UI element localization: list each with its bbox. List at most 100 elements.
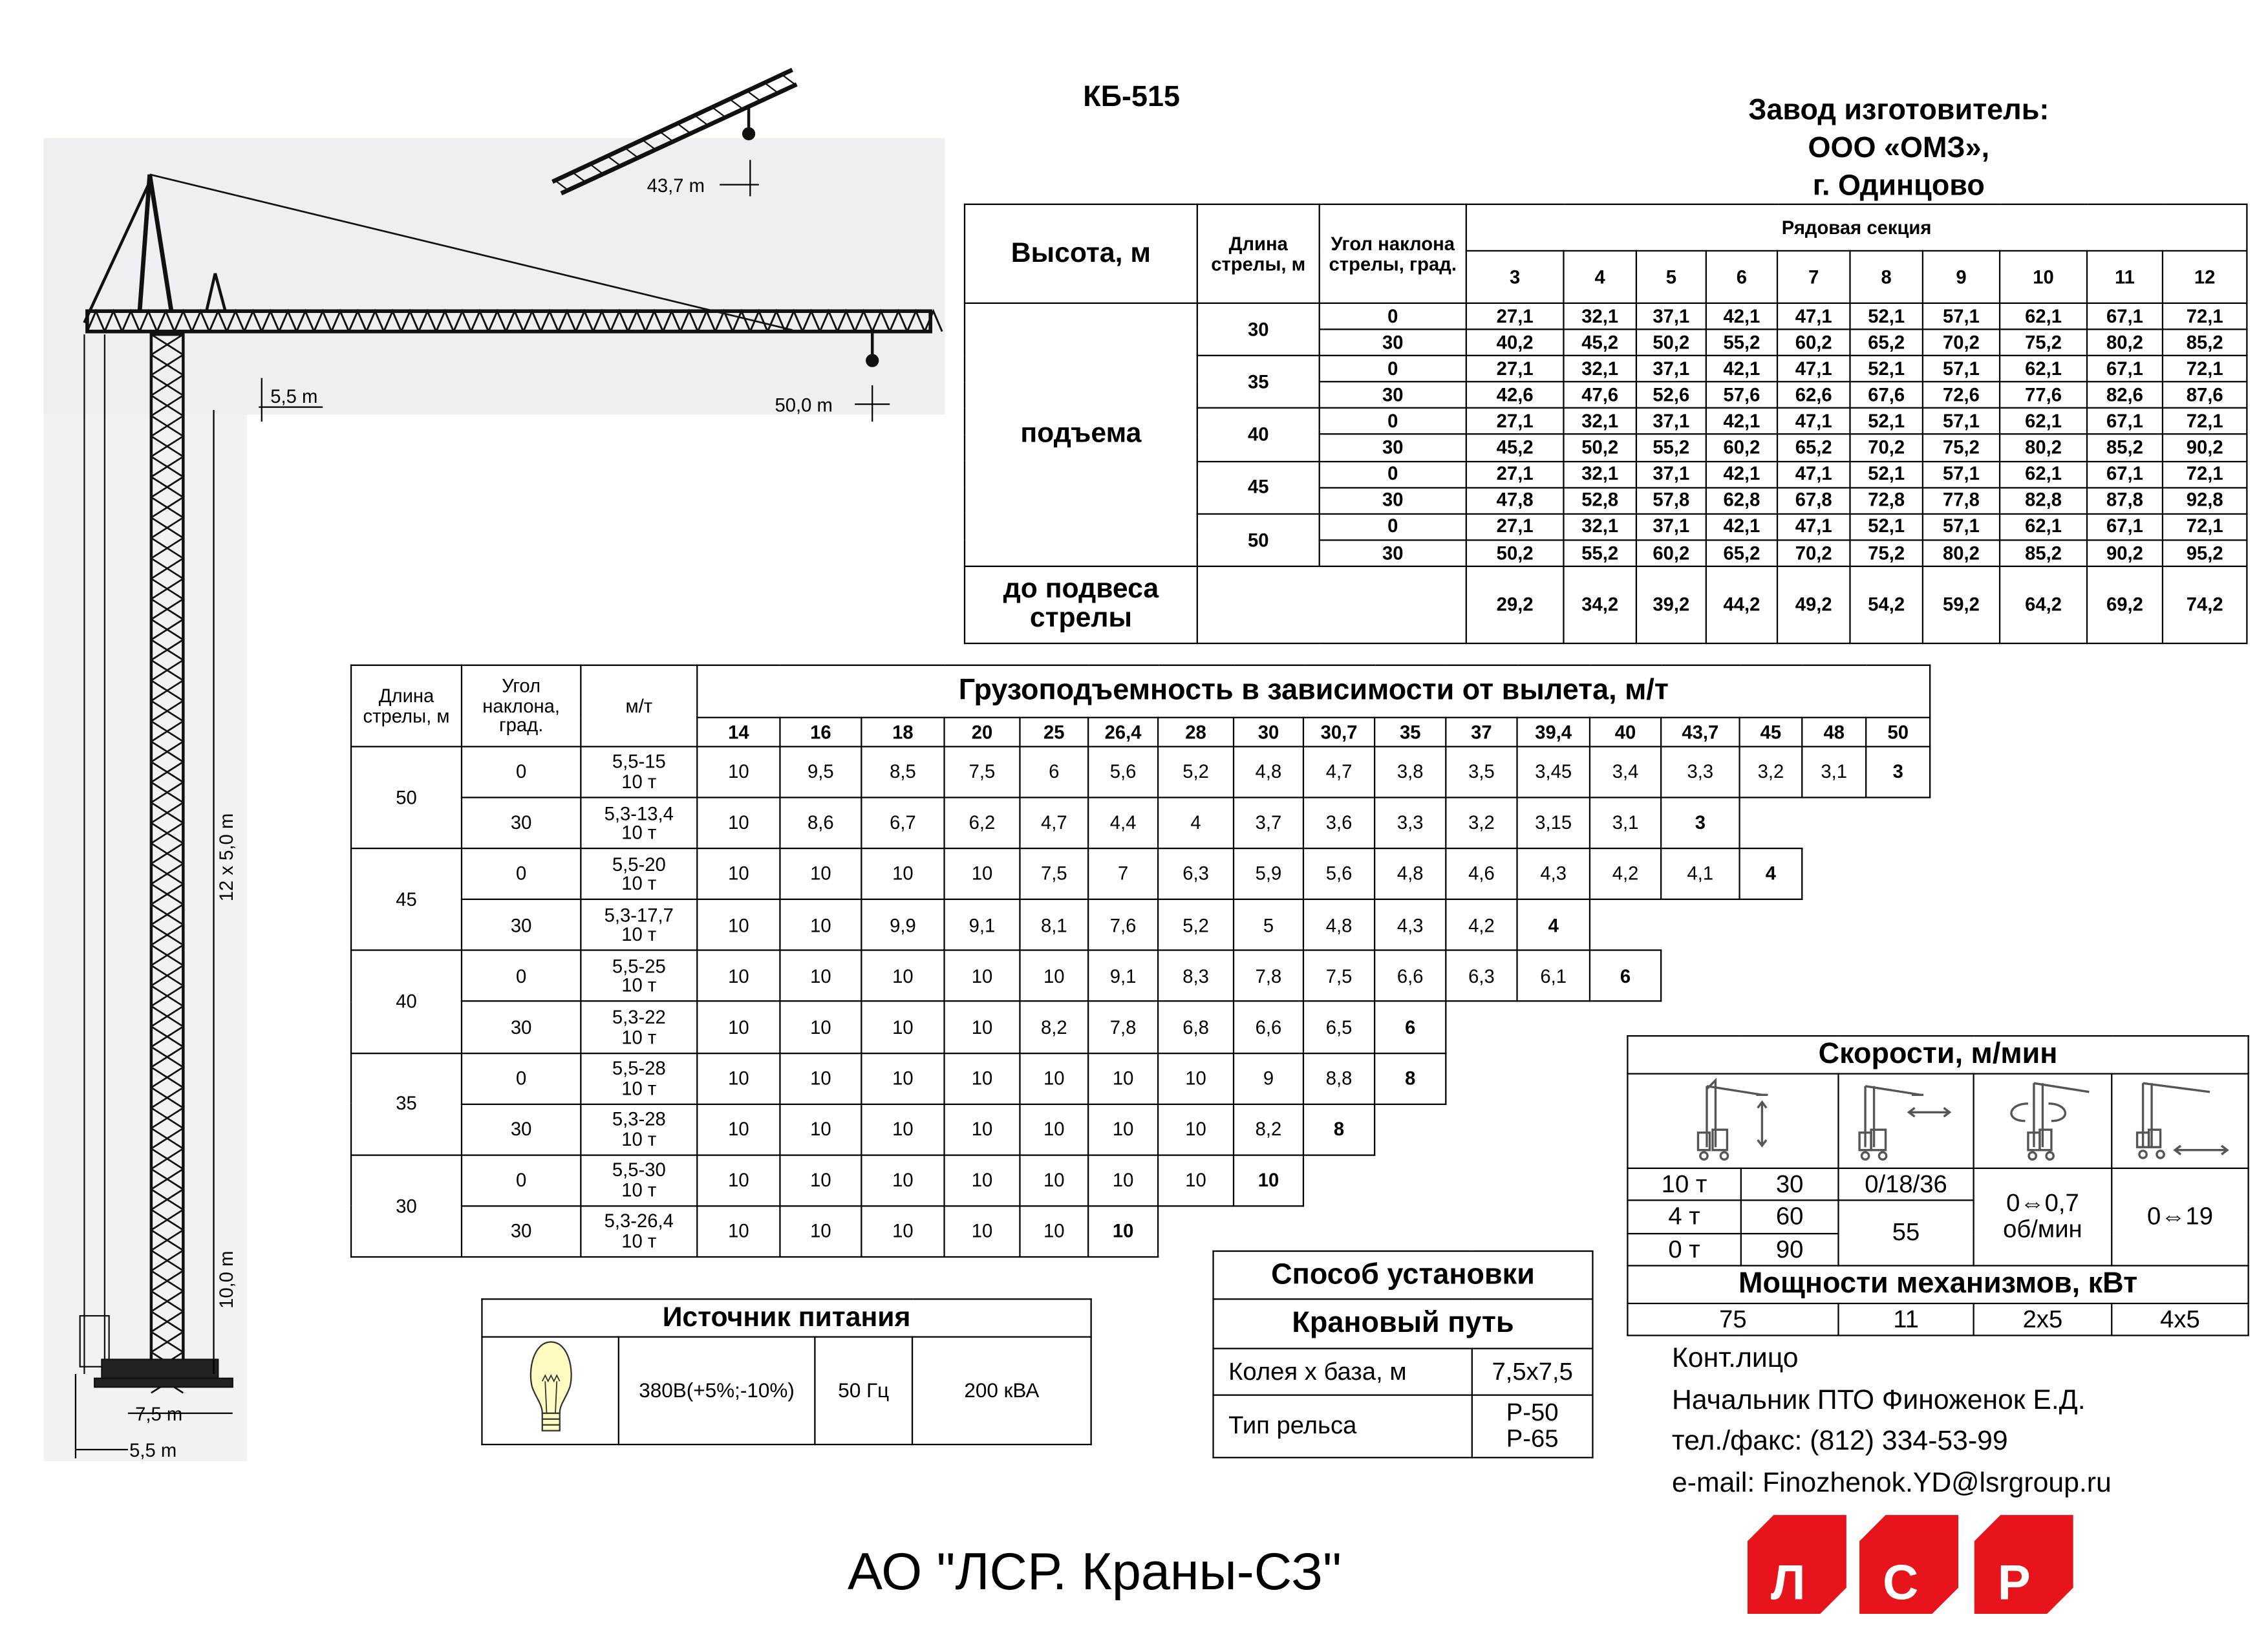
height-value: 80,2 [1921, 539, 2001, 567]
range-range: 5,5-25 [612, 954, 666, 977]
capacity-value: 3,2 [1445, 797, 1518, 850]
hoist-load-10: 10 т [1627, 1167, 1742, 1201]
speeds-title: Скорости, м/мин [1627, 1035, 2249, 1075]
height-value: 62,1 [1998, 302, 2088, 330]
angle: 0 [1318, 460, 1467, 488]
angle: 30 [460, 797, 582, 850]
height-value: 57,1 [1921, 513, 2001, 541]
height-value: 47,1 [1776, 407, 1851, 436]
jib-hinge-value: 49,2 [1776, 565, 1851, 645]
slewing-speed: 0⇔0,7 об/мин [1973, 1167, 2113, 1267]
empty-cell [1196, 565, 1467, 645]
capacity-value: 4,6 [1445, 848, 1518, 901]
boom-length: 40 [350, 950, 463, 1054]
capacity-value: 10 [1232, 1153, 1305, 1207]
hoist-speed-4: 60 [1740, 1199, 1839, 1235]
capacity-value: 3 [1865, 745, 1931, 799]
capacity-value: 4,8 [1374, 848, 1447, 901]
capacity-value: 10 [779, 1205, 862, 1258]
height-value: 67,1 [2086, 355, 2164, 383]
height-value: 60,2 [1705, 434, 1779, 462]
capacity-value: 8,8 [1302, 1052, 1376, 1105]
range-cell: 5,3-26,4 10 т [580, 1205, 698, 1258]
height-value: 67,1 [2086, 513, 2164, 541]
angle: 30 [460, 1102, 582, 1156]
trolley-speed-lower: 55 [1837, 1199, 1974, 1267]
range-load: 10 т [621, 872, 657, 895]
contact-phone[interactable]: тел./факс: (812) 334-53-99 [1672, 1426, 2008, 1457]
height-value: 47,6 [1563, 381, 1638, 409]
boom-length: 35 [350, 1052, 463, 1156]
height-value: 37,1 [1635, 302, 1707, 330]
power-trolley: 11 [1837, 1302, 1974, 1336]
hoist-speed-0: 90 [1740, 1232, 1839, 1267]
capacity-value: 6 [1589, 950, 1662, 1003]
height-value: 42,1 [1705, 355, 1779, 383]
empty-cell [1446, 1053, 1517, 1104]
radius-header: 30 [1232, 716, 1305, 747]
height-value: 70,2 [1849, 434, 1924, 462]
capacity-value: 3,1 [1801, 745, 1867, 799]
slewing-unit: об/мин [2003, 1215, 2082, 1243]
capacity-value: 7,5 [1019, 848, 1089, 901]
boom-length: 50 [1196, 513, 1320, 567]
dim-jib-reach: 50,0 m [775, 395, 833, 416]
jib-hinge-value: 69,2 [2086, 565, 2164, 645]
height-value: 75,2 [1921, 434, 2001, 462]
height-value: 45,2 [1563, 328, 1638, 357]
height-value: 27,1 [1465, 513, 1565, 541]
range-range: 5,5-28 [612, 1056, 666, 1079]
capacity-value: 10 [861, 1102, 945, 1156]
installation-subtitle: Крановый путь [1212, 1298, 1594, 1349]
range-cell: 5,3-17,7 10 т [580, 899, 698, 952]
height-value: 67,1 [2086, 302, 2164, 330]
contact-email[interactable]: e-mail: Finozhenok.YD@lsrgroup.ru [1672, 1468, 2112, 1499]
capacity: 200 кВА [911, 1336, 1092, 1446]
range-range: 5,3-22 [612, 1005, 666, 1028]
height-value: 52,1 [1849, 407, 1924, 436]
angle: 0 [1318, 407, 1467, 436]
empty-cell [1866, 849, 1930, 900]
height-value: 70,2 [1776, 539, 1851, 567]
capacity-value: 5,2 [1157, 745, 1235, 799]
height-value: 75,2 [1998, 328, 2088, 357]
empty-cell [1802, 950, 1866, 1002]
angle: 0 [1318, 355, 1467, 383]
boom-length: 30 [350, 1153, 463, 1258]
table-row: 50 0 27,1 32,1 37,1 42,1 47,1 52,1 57,1 62,1 67,1 7… [965, 513, 2248, 567]
empty-cell [1740, 798, 1803, 849]
capacity-value: 5,6 [1087, 745, 1159, 799]
table-row: 30 5,3-13,4 10 т 10 8,6 6,7 6,2 4,7 4,4 4 3,7 3,6 3,… [351, 797, 1930, 850]
height-value: 87,6 [2161, 381, 2248, 409]
hoist-icon-cell [1627, 1073, 1839, 1169]
range-cell: 5,5-15 10 т [580, 745, 698, 799]
section-header: Рядовая секция [1465, 203, 2248, 252]
dim-tower-sections: 12 x 5,0 m [217, 813, 237, 901]
manufacturer-label: Завод изготовитель: [1748, 94, 2049, 127]
dim-base-height: 10,0 m [217, 1251, 237, 1309]
section-number: 5 [1635, 250, 1707, 304]
height-value: 37,1 [1635, 355, 1707, 383]
range-load: 10 т [621, 821, 657, 844]
installation-title: Способ установки [1212, 1250, 1594, 1300]
range-cell: 5,3-13,4 10 т [580, 797, 698, 850]
angle: 0 [460, 1052, 582, 1105]
capacity-value: 8,6 [779, 797, 862, 850]
capacity-value: 10 [1019, 1153, 1089, 1207]
power-source-title: Источник питания [481, 1298, 1092, 1338]
jib-hinge-value: 59,2 [1921, 565, 2001, 645]
capacity-value: 8,3 [1157, 950, 1235, 1003]
height-value: 32,1 [1563, 460, 1638, 488]
height-value: 65,2 [1705, 539, 1779, 567]
capacity-value: 10 [943, 1001, 1021, 1054]
height-value: 90,2 [2161, 434, 2248, 462]
height-value: 82,8 [1998, 486, 2088, 515]
range-cell: 5,5-30 10 т [580, 1153, 698, 1207]
section-number: 9 [1921, 250, 2001, 304]
radius-header: 35 [1374, 716, 1447, 747]
boom-length-header: Длина стрелы, м [1196, 203, 1320, 304]
range-load: 10 т [621, 1128, 657, 1150]
capacity-value: 3,4 [1589, 745, 1662, 799]
capacity-value: 10 [696, 797, 781, 850]
capacity-value: 4 [1516, 899, 1591, 952]
